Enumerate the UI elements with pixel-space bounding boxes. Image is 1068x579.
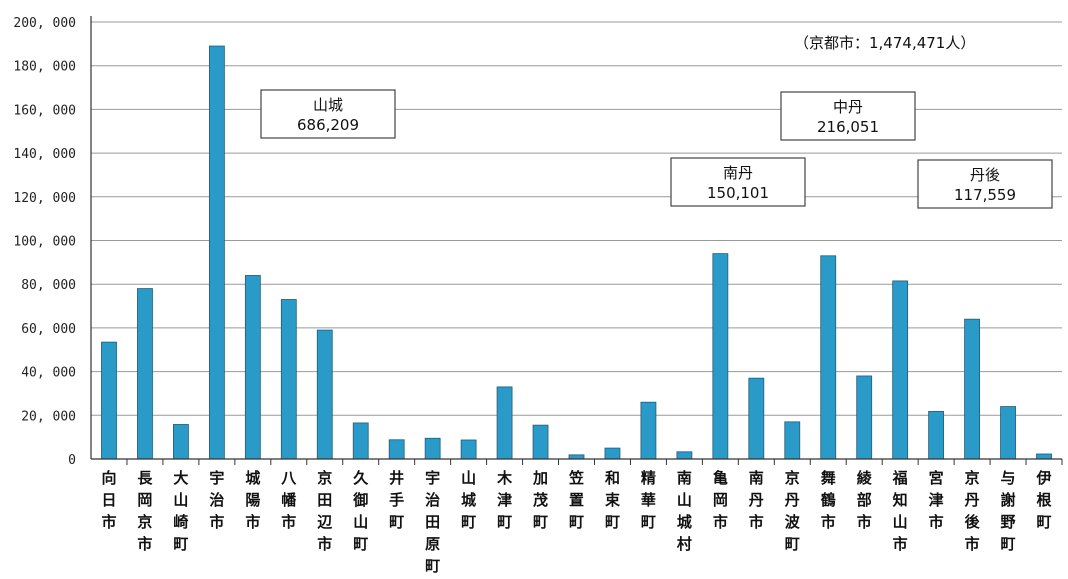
x-tick-label: 亀岡市 (713, 469, 728, 531)
bar (173, 424, 189, 460)
bar (1036, 453, 1052, 460)
x-tick-label: 与謝野町 (1001, 469, 1016, 553)
x-tick-label: 大山崎町 (173, 469, 188, 553)
bar (388, 439, 405, 460)
region-total: 216,051 (817, 118, 879, 136)
region-name: 中丹 (833, 98, 863, 116)
bar (604, 447, 621, 460)
y-tick-label: 120, 000 (13, 191, 76, 206)
bar (640, 401, 657, 460)
y-tick-label: 100, 000 (13, 235, 76, 250)
bar (748, 377, 765, 460)
x-tick-label: 伊根町 (1036, 469, 1052, 531)
x-tick-label: 笠置町 (568, 469, 584, 531)
y-tick-label: 40, 000 (21, 366, 76, 381)
x-tick-label: 宇治田原町 (425, 469, 440, 575)
bar (784, 421, 801, 460)
region-name: 山城 (313, 96, 343, 114)
bar (532, 424, 549, 460)
y-tick-label: 60, 000 (21, 322, 76, 337)
y-tick-label: 20, 000 (21, 409, 76, 424)
bar (856, 375, 873, 460)
x-tick-label: 精華町 (641, 469, 656, 531)
bar (280, 299, 297, 460)
bar (424, 437, 441, 460)
x-tick-label: 久御山町 (352, 469, 369, 553)
bar (892, 280, 909, 460)
x-tick-label: 加茂町 (532, 469, 548, 531)
y-tick-label: 80, 000 (21, 278, 76, 293)
x-tick-label: 城陽市 (245, 469, 260, 531)
x-tick-label: 京丹後市 (964, 469, 981, 553)
region-name: 丹後 (970, 166, 1000, 184)
region-box (670, 157, 806, 207)
region-name: 南丹 (723, 164, 753, 182)
y-tick-label: 160, 000 (13, 103, 76, 118)
region-box (780, 91, 916, 141)
region-box (260, 89, 396, 139)
bar (460, 439, 477, 460)
kyoto-city-note: （京都市：1,474,471人） (794, 34, 975, 52)
x-tick-label: 宮津市 (929, 469, 944, 531)
bar (352, 422, 369, 460)
region-annotations: 山城 686,209 中丹 216,051 南丹 150,101 丹後 117,559 (260, 89, 1053, 209)
x-tick-label: 向日市 (101, 469, 116, 531)
x-tick-label: 南山城村 (677, 469, 692, 553)
x-tick-label: 舞鶴市 (821, 469, 836, 531)
bar (1000, 406, 1016, 460)
bar (316, 329, 333, 460)
y-tick-label: 180, 000 (13, 60, 76, 75)
y-tick-label: 140, 000 (13, 147, 76, 162)
bar (712, 253, 729, 460)
x-tick-label: 和束町 (605, 469, 621, 531)
region-total: 150,101 (707, 184, 769, 202)
y-axis-ticks: 0 20, 000 40, 000 60, 000 80, 000 100, 000 120… (13, 16, 76, 468)
bars (101, 45, 1052, 460)
bar (208, 45, 225, 460)
bar (676, 451, 693, 460)
bar (244, 275, 261, 460)
bar (101, 341, 117, 460)
bar (496, 386, 513, 460)
x-tick-label: 綾部市 (857, 469, 873, 531)
region-total: 686,209 (297, 116, 359, 134)
gridlines (91, 21, 1062, 416)
bar (964, 318, 980, 460)
x-tick-label: 山城町 (461, 469, 476, 531)
axes (90, 16, 1063, 465)
bar (137, 288, 153, 460)
x-tick-label: 宇治市 (209, 469, 224, 531)
x-tick-label: 南丹市 (749, 469, 764, 531)
x-tick-label: 井手町 (389, 469, 404, 531)
bar (820, 255, 837, 460)
bar (928, 410, 945, 460)
y-tick-label: 0 (68, 453, 76, 468)
region-box (917, 159, 1053, 209)
x-axis-labels: 向日市 長岡京市 大山崎町 宇治市 城陽市 八幡市 京田辺市 久御山町 井手町 宇治田原町 山城町 木… (101, 469, 1051, 575)
y-tick-label: 200, 000 (13, 16, 76, 31)
x-tick-label: 八幡市 (280, 469, 297, 531)
bar (568, 454, 585, 460)
x-tick-label: 長岡京市 (137, 469, 153, 553)
x-tick-label: 木津町 (496, 469, 513, 531)
region-total: 117,559 (954, 186, 1016, 204)
x-tick-label: 京丹波町 (785, 469, 801, 553)
x-tick-label: 福知山市 (892, 469, 908, 553)
x-tick-label: 京田辺市 (317, 469, 333, 553)
